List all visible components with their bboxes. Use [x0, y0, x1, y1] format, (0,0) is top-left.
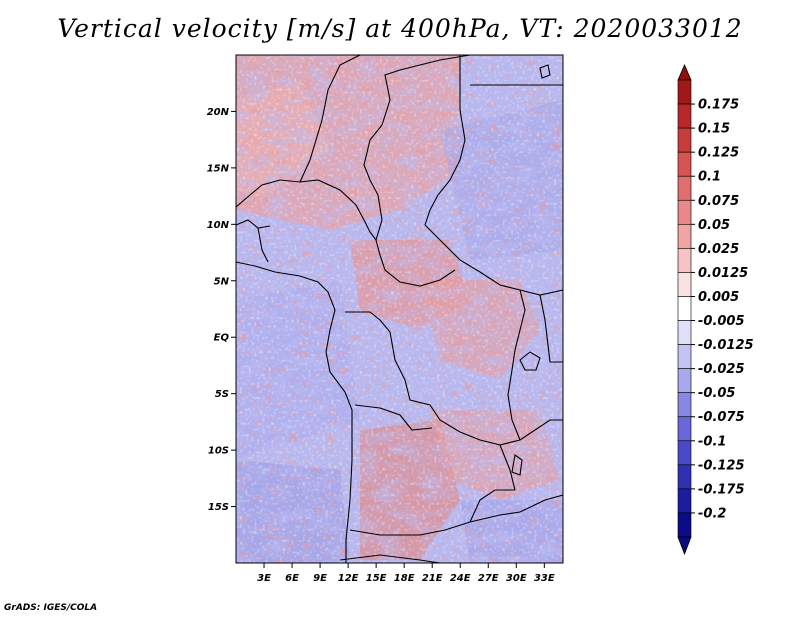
- colorbar-swatch: [677, 344, 692, 369]
- lon-tick-label: 3E: [257, 573, 271, 584]
- colorbar-top-arrow: [677, 63, 692, 81]
- colorbar-label: 0.075: [698, 194, 739, 209]
- colorbar-swatch: [677, 464, 692, 490]
- colorbar-swatch: [677, 512, 692, 538]
- map-frame: [235, 54, 564, 564]
- colorbar-label: 0.125: [698, 146, 739, 161]
- colorbar-swatch: [677, 416, 692, 442]
- colorbar-swatch: [677, 127, 692, 153]
- lat-tick-label: 15S: [208, 502, 229, 513]
- lat-tick-label: 5N: [214, 276, 230, 287]
- lon-tick-label: 6E: [285, 573, 299, 584]
- colorbar-swatch: [677, 103, 692, 129]
- colorbar-label: -0.025: [698, 362, 745, 377]
- colorbar-swatch: [677, 488, 692, 514]
- lon-tick-label: 21E: [422, 573, 443, 584]
- credit-label: GrADS: IGES/COLA: [4, 603, 98, 613]
- colorbar-swatch: [677, 368, 692, 393]
- lon-tick-label: 12E: [338, 573, 359, 584]
- colorbar-label: -0.1: [698, 434, 726, 449]
- colorbar-label: -0.0125: [698, 338, 754, 353]
- colorbar-label: -0.005: [698, 314, 745, 329]
- latitude-axis: 20N 15N 10N 5N EQ 5S 10S 15S: [207, 107, 236, 513]
- lat-tick-label: 5S: [215, 389, 229, 400]
- colorbar-swatch: [677, 248, 692, 273]
- colorbar-label: -0.075: [698, 410, 745, 425]
- lon-tick-label: 33E: [534, 573, 555, 584]
- country-borders: [236, 55, 563, 563]
- colorbar-label: 0.175: [698, 98, 739, 113]
- colorbar-label: 0.05: [698, 218, 730, 233]
- colorbar-label: 0.15: [698, 122, 730, 137]
- velocity-field: [236, 55, 563, 563]
- colorbar-swatch: [677, 224, 692, 249]
- lat-tick-label: 10S: [208, 446, 229, 457]
- colorbar-swatch: [677, 296, 692, 321]
- colorbar-swatch: [677, 151, 692, 177]
- colorbar-swatch: [677, 199, 692, 225]
- map-title: Vertical velocity [m/s] at 400hPa, VT: 2…: [57, 14, 743, 43]
- lon-tick-label: 24E: [450, 573, 471, 584]
- lat-tick-label: 20N: [207, 107, 230, 118]
- colorbar-swatch: [677, 79, 692, 105]
- colorbar-label: -0.2: [698, 506, 726, 521]
- colorbar-label: -0.125: [698, 458, 745, 473]
- lon-tick-label: 15E: [366, 573, 387, 584]
- colorbar-label: 0.1: [698, 170, 721, 185]
- colorbar-swatch: [677, 320, 692, 345]
- colorbar-label: 0.025: [698, 242, 739, 257]
- colorbar-label: -0.05: [698, 386, 735, 401]
- lat-tick-label: 15N: [207, 163, 230, 174]
- lat-tick-label: 10N: [207, 220, 230, 231]
- colorbar: 0.175 0.15 0.125 0.1 0.075 0.05 0.025 0.0125 0.0…: [677, 63, 754, 556]
- lon-tick-label: 27E: [478, 573, 499, 584]
- colorbar-swatch: [677, 272, 692, 297]
- colorbar-label: -0.175: [698, 482, 745, 497]
- colorbar-swatch: [677, 392, 692, 418]
- colorbar-bottom-arrow: [677, 536, 692, 556]
- longitude-axis: 3E 6E 9E 12E 15E 18E 21E 24E 27E 30E 33E: [257, 563, 555, 584]
- colorbar-label: 0.0125: [698, 266, 748, 281]
- colorbar-swatch: [677, 175, 692, 201]
- lon-tick-label: 30E: [506, 573, 527, 584]
- lat-tick-label: EQ: [214, 333, 230, 344]
- lon-tick-label: 18E: [394, 573, 415, 584]
- lon-tick-label: 9E: [313, 573, 327, 584]
- colorbar-label: 0.005: [698, 290, 739, 305]
- colorbar-swatch: [677, 440, 692, 466]
